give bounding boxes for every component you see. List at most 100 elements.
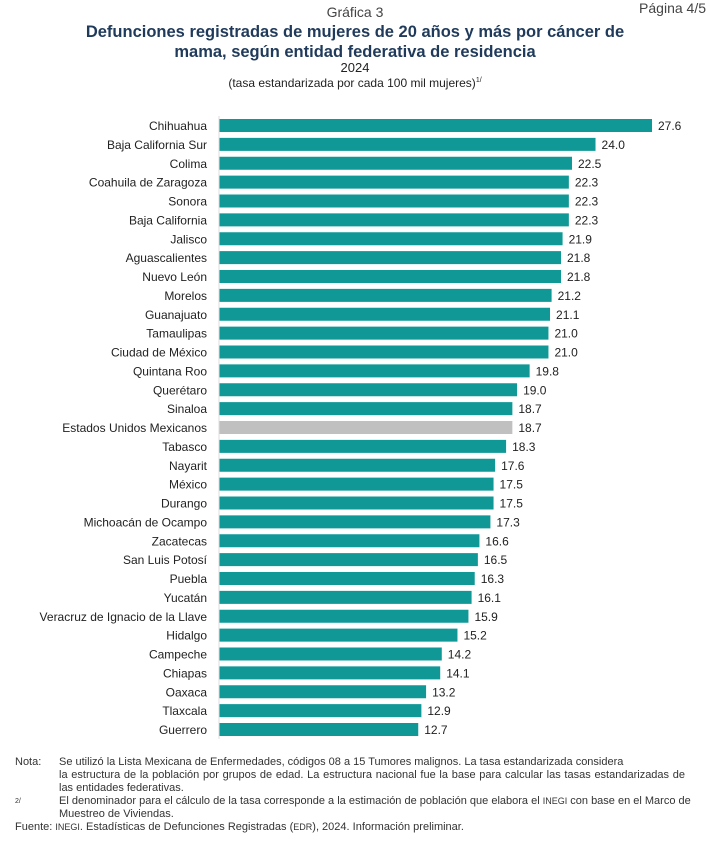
data-label: 16.5 xyxy=(484,553,508,567)
chart-year: 2024 xyxy=(340,60,370,75)
category-label: Baja California xyxy=(129,213,207,227)
category-label: Aguascalientes xyxy=(126,251,207,265)
data-label: 14.1 xyxy=(446,666,470,680)
data-label: 12.9 xyxy=(427,704,451,718)
bar xyxy=(219,194,569,208)
data-label: 21.1 xyxy=(556,308,580,322)
category-label: Nayarit xyxy=(169,459,208,473)
bar xyxy=(219,326,549,340)
subtitle-footnote: 1/ xyxy=(475,77,482,84)
nota-label: Nota: xyxy=(15,756,42,768)
category-label: Quintana Roo xyxy=(133,364,207,378)
bar xyxy=(219,723,419,736)
bar xyxy=(219,439,507,453)
data-label: 22.3 xyxy=(575,195,599,209)
data-label: 24.0 xyxy=(602,138,626,152)
bar xyxy=(219,515,491,529)
bar xyxy=(219,383,518,397)
chart-pretitle: Gráfica 3 xyxy=(326,4,384,20)
data-label: 21.8 xyxy=(567,251,591,265)
fuente: Fuente: INEGI. Estadísticas de Defuncion… xyxy=(15,821,464,833)
category-label: Baja California Sur xyxy=(107,138,207,152)
bar xyxy=(219,647,442,661)
category-label: Hidalgo xyxy=(166,629,207,643)
bar xyxy=(219,590,472,604)
bar xyxy=(219,137,596,151)
data-label: 22.5 xyxy=(578,157,602,171)
chart-title: Defunciones registradas de mujeres de 20… xyxy=(85,23,625,61)
category-label: Oaxaca xyxy=(166,685,208,699)
category-label: México xyxy=(169,478,207,492)
category-label: Tlaxcala xyxy=(162,704,207,718)
bar xyxy=(219,119,652,132)
bar xyxy=(219,609,469,623)
category-label: Chihuahua xyxy=(149,119,207,133)
category-label: Veracruz de Ignacio de la Llave xyxy=(40,610,208,624)
category-label: Puebla xyxy=(170,572,208,586)
bar xyxy=(219,288,552,302)
nota-text-cont: la estructura de la población por grupos… xyxy=(59,769,685,794)
bar xyxy=(219,421,513,434)
bar xyxy=(219,704,422,718)
data-label: 21.8 xyxy=(567,270,591,284)
bar xyxy=(219,156,572,170)
category-label: Morelos xyxy=(164,289,207,303)
data-label: 21.9 xyxy=(569,232,593,246)
data-label: 18.7 xyxy=(518,421,542,435)
data-label: 16.1 xyxy=(478,591,502,605)
bar xyxy=(219,345,549,359)
category-label: Zacatecas xyxy=(152,534,207,548)
bar xyxy=(219,534,480,548)
bar xyxy=(219,553,478,567)
data-label: 12.7 xyxy=(424,723,448,737)
bar xyxy=(219,175,569,189)
data-label: 22.3 xyxy=(575,213,599,227)
category-label: Ciudad de México xyxy=(111,346,207,360)
bar xyxy=(219,213,569,227)
bar xyxy=(219,572,475,585)
category-label: Guanajuato xyxy=(145,308,207,322)
bar xyxy=(219,402,513,416)
data-label: 17.5 xyxy=(500,478,524,492)
data-label: 21.2 xyxy=(558,289,582,303)
nota-text: Se utilizó la Lista Mexicana de Enfermed… xyxy=(59,756,624,768)
data-label: 17.6 xyxy=(501,459,525,473)
category-label: Querétaro xyxy=(153,383,207,397)
bar xyxy=(219,496,494,510)
category-label: Colima xyxy=(170,157,208,171)
bar xyxy=(219,628,458,642)
category-label: San Luis Potosí xyxy=(123,553,208,567)
category-label: Campeche xyxy=(149,648,207,662)
subtitle-text: (tasa estandarizada por cada 100 mil muj… xyxy=(228,76,476,90)
category-label: Nuevo León xyxy=(142,270,207,284)
data-label: 18.3 xyxy=(512,440,536,454)
bar xyxy=(219,364,530,378)
bar xyxy=(219,477,494,491)
category-label: Tabasco xyxy=(162,440,207,454)
category-label: Jalisco xyxy=(170,232,207,246)
bar-chart: Chihuahua 27.6 Baja California Sur 24.0 Coli… xyxy=(40,116,682,739)
data-label: 13.2 xyxy=(432,685,456,699)
data-label: 17.5 xyxy=(500,497,524,511)
category-label: Tamaulipas xyxy=(146,327,207,341)
bar xyxy=(219,666,441,680)
category-label: Michoacán de Ocampo xyxy=(84,515,208,529)
data-label: 27.6 xyxy=(658,119,682,133)
data-label: 17.3 xyxy=(496,515,520,529)
data-label: 16.6 xyxy=(485,534,509,548)
category-label: Sonora xyxy=(168,195,207,209)
category-label: Yucatán xyxy=(164,591,207,605)
data-label: 21.0 xyxy=(554,327,578,341)
bar xyxy=(219,307,551,321)
bar xyxy=(219,458,496,472)
data-label: 15.9 xyxy=(474,610,498,624)
data-label: 16.3 xyxy=(481,572,505,586)
notes: Nota: Se utilizó la Lista Mexicana de Enf… xyxy=(15,756,695,834)
data-label: 19.8 xyxy=(536,364,560,378)
category-label: Coahuila de Zaragoza xyxy=(89,176,207,190)
data-label: 14.2 xyxy=(448,648,472,662)
category-label: Estados Unidos Mexicanos xyxy=(62,421,207,435)
bar xyxy=(219,270,562,283)
note2-text: El denominador para el cálculo de la tas… xyxy=(59,795,691,820)
category-label: Guerrero xyxy=(159,723,207,737)
